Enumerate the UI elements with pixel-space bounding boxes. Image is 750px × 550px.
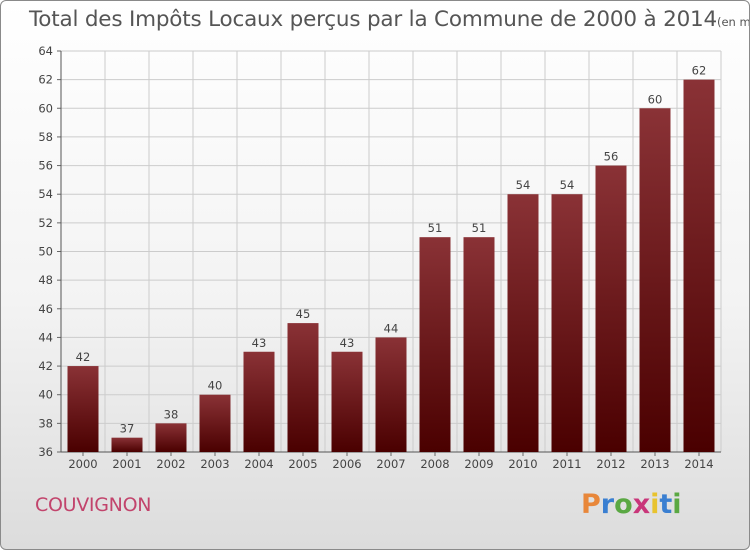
bar-2001 — [111, 437, 143, 452]
bar-2004 — [243, 351, 275, 452]
bar-2005 — [287, 323, 319, 452]
x-tick-label: 2012 — [596, 457, 625, 471]
logo-letter: i — [672, 489, 682, 520]
x-tick-label: 2014 — [684, 457, 713, 471]
x-tick-label: 2004 — [244, 457, 273, 471]
x-tick-label: 2010 — [508, 457, 537, 471]
logo-letter: P — [581, 489, 601, 520]
bar-2013 — [639, 108, 671, 453]
logo-letter: t — [659, 489, 673, 520]
x-tick-label: 2005 — [288, 457, 317, 471]
bar-value-label: 62 — [692, 64, 707, 78]
x-tick-label: 2003 — [200, 457, 229, 471]
bar-value-label: 54 — [560, 178, 575, 192]
bar-value-label: 40 — [208, 379, 223, 393]
y-tick-label: 44 — [38, 330, 53, 344]
y-tick-label: 52 — [38, 216, 53, 230]
y-tick-label: 48 — [38, 273, 53, 287]
y-tick-label: 54 — [38, 187, 53, 201]
chart-title-text: Total des Impôts Locaux perçus par la Co… — [29, 7, 717, 32]
bar-value-label: 42 — [76, 350, 91, 364]
x-tick-label: 2008 — [420, 457, 449, 471]
x-tick-label: 2001 — [112, 457, 141, 471]
y-tick-label: 60 — [38, 101, 53, 115]
logo-letter: r — [600, 489, 615, 520]
bar-value-label: 54 — [516, 178, 531, 192]
bar-2012 — [595, 165, 627, 453]
x-tick-label: 2013 — [640, 457, 669, 471]
y-tick-label: 36 — [38, 445, 53, 459]
bar-value-label: 44 — [384, 321, 399, 335]
bar-value-label: 45 — [296, 307, 311, 321]
bars: 42 37 38 40 43 45 43 44 51 51 54 54 56 60 62 — [67, 64, 715, 453]
y-tick-label: 40 — [38, 388, 53, 402]
proxiti-logo: Proxiti — [581, 489, 682, 520]
y-tick-label: 42 — [38, 359, 53, 373]
y-tick-label: 62 — [38, 73, 53, 87]
x-tick-label: 2009 — [464, 457, 493, 471]
x-tick-label: 2011 — [552, 457, 581, 471]
logo-letter: i — [650, 489, 660, 520]
y-tick-label: 50 — [38, 245, 53, 259]
bar-2008 — [419, 237, 451, 452]
bar-value-label: 60 — [648, 92, 663, 106]
chart-unit: (en milliers d'€) — [717, 15, 750, 29]
logo-letter: o — [614, 489, 633, 520]
bar-2010 — [507, 194, 539, 452]
bar-2000 — [67, 366, 99, 452]
x-tick-label: 2007 — [376, 457, 405, 471]
bar-value-label: 43 — [340, 336, 355, 350]
y-tick-label: 56 — [38, 159, 53, 173]
bar-2003 — [199, 394, 231, 452]
bar-value-label: 43 — [252, 336, 267, 350]
chart-title: Total des Impôts Locaux perçus par la Co… — [29, 7, 750, 32]
bar-value-label: 51 — [428, 221, 443, 235]
bar-2014 — [683, 79, 715, 453]
x-tick-label: 2006 — [332, 457, 361, 471]
y-tick-label: 38 — [38, 416, 53, 430]
y-tick-label: 46 — [38, 302, 53, 316]
bar-2007 — [375, 337, 407, 452]
bar-value-label: 38 — [164, 407, 179, 421]
bar-2006 — [331, 351, 363, 452]
y-tick-label: 64 — [38, 44, 53, 58]
commune-name: COUVIGNON — [35, 494, 152, 516]
bar-value-label: 51 — [472, 221, 487, 235]
bar-2002 — [155, 423, 187, 452]
bar-2011 — [551, 194, 583, 452]
bar-value-label: 37 — [120, 422, 135, 436]
bar-2009 — [463, 237, 495, 452]
bar-value-label: 56 — [604, 150, 619, 164]
logo-letter: x — [632, 489, 651, 520]
x-tick-label: 2000 — [68, 457, 97, 471]
x-tick-label: 2002 — [156, 457, 185, 471]
y-tick-label: 58 — [38, 130, 53, 144]
